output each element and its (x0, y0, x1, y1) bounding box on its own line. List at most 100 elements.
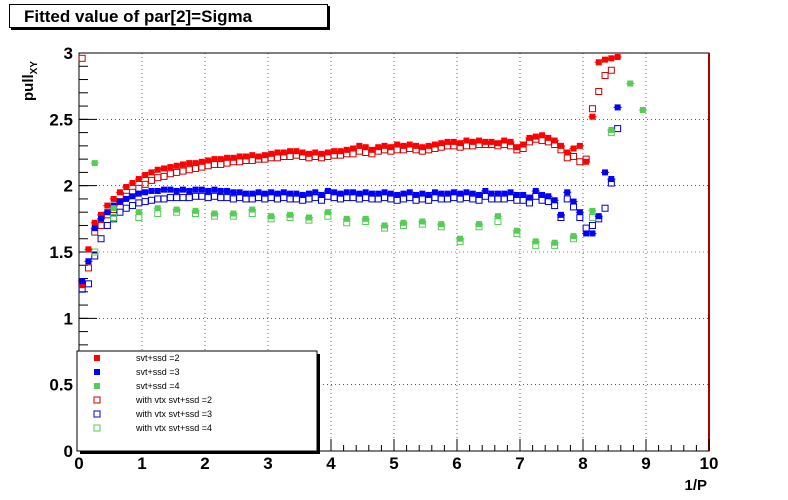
data-point (601, 204, 609, 212)
data-point (519, 196, 527, 204)
data-point (627, 80, 634, 87)
data-point (299, 191, 306, 198)
data-point (457, 190, 464, 197)
data-point (286, 195, 294, 203)
data-points (78, 53, 647, 293)
data-point (210, 160, 218, 168)
data-point (614, 53, 621, 60)
data-point (223, 194, 231, 202)
data-point (192, 164, 200, 172)
data-point (457, 235, 464, 242)
data-point (425, 142, 432, 149)
data-point (387, 195, 395, 203)
data-point (248, 195, 256, 203)
data-point (469, 138, 476, 145)
data-point (412, 196, 420, 204)
data-point (355, 195, 363, 203)
data-point (532, 192, 540, 200)
legend-marker (93, 410, 101, 418)
data-point (103, 221, 111, 229)
data-point (292, 195, 300, 203)
data-point (79, 278, 86, 285)
data-point (324, 149, 331, 156)
data-point (230, 154, 237, 161)
data-point (589, 113, 596, 120)
data-point (399, 195, 407, 203)
legend-label: svt+ssd =4 (136, 381, 180, 391)
data-point (583, 230, 590, 237)
data-point (331, 148, 338, 155)
data-point (186, 160, 193, 167)
data-point (356, 142, 363, 149)
data-point (255, 194, 263, 202)
data-point (557, 211, 564, 218)
data-point (438, 190, 445, 197)
data-point (179, 186, 186, 193)
data-point (557, 142, 564, 149)
data-point (192, 160, 199, 167)
y-tick-label: 2.5 (49, 110, 73, 129)
data-point (173, 168, 181, 176)
data-point (273, 154, 281, 162)
data-point (154, 187, 161, 194)
data-point (513, 227, 520, 234)
data-point (268, 213, 275, 220)
data-point (85, 258, 92, 265)
data-point (205, 157, 212, 164)
x-tick-label: 7 (515, 454, 524, 473)
data-point (91, 248, 99, 256)
data-point (142, 189, 149, 196)
data-point (330, 194, 338, 202)
data-point (91, 219, 98, 226)
data-point (173, 206, 180, 213)
data-point (268, 189, 275, 196)
data-point (85, 246, 92, 253)
data-point (362, 194, 370, 202)
data-point (482, 187, 489, 194)
data-point (425, 196, 433, 204)
data-point (488, 190, 495, 197)
data-point (463, 137, 470, 144)
data-point (476, 221, 483, 228)
data-point (525, 199, 533, 207)
data-point (198, 163, 206, 171)
data-point (381, 222, 388, 229)
x-tick-label: 8 (578, 454, 587, 473)
data-point (299, 196, 307, 204)
data-point (494, 140, 501, 147)
data-point (551, 239, 558, 246)
data-point (438, 140, 445, 147)
data-point (135, 176, 142, 183)
data-point (230, 189, 237, 196)
y-axis-title-subscript: XY (29, 61, 40, 75)
data-point (236, 194, 244, 202)
x-tick-label: 9 (641, 454, 650, 473)
data-point (463, 189, 470, 196)
data-point (608, 126, 615, 133)
legend-marker (93, 396, 101, 404)
data-point (457, 140, 464, 147)
data-point (450, 138, 457, 145)
data-point (116, 189, 123, 196)
data-point (223, 159, 231, 167)
data-point (532, 187, 539, 194)
data-point (211, 156, 218, 163)
data-point (192, 192, 200, 200)
data-point (337, 190, 344, 197)
data-point (607, 66, 615, 74)
data-point (274, 149, 281, 156)
data-point (469, 190, 476, 197)
legend-box (76, 350, 318, 452)
data-point (507, 194, 515, 202)
data-point (161, 165, 168, 172)
y-tick-label: 0.5 (49, 376, 73, 395)
data-point (135, 209, 142, 216)
y-tick-label: 3 (64, 44, 73, 63)
data-point (393, 146, 401, 154)
data-point (261, 152, 268, 159)
x-tick-label: 4 (326, 454, 336, 473)
legend-label: svt+ssd =3 (136, 367, 180, 377)
data-point (154, 210, 162, 218)
data-point (539, 191, 546, 198)
